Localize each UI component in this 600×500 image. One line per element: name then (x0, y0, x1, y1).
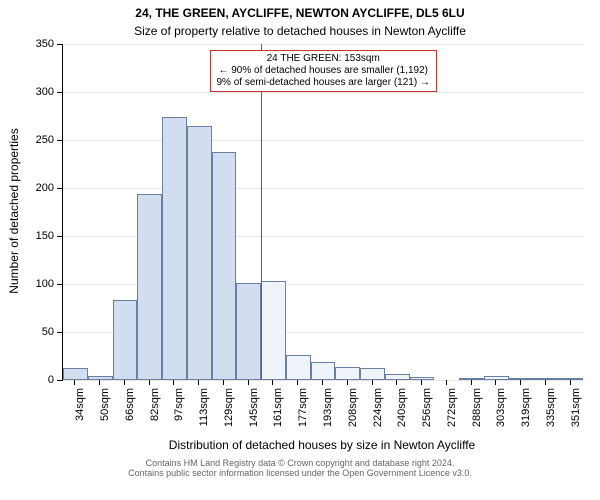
histogram-bar (137, 194, 162, 380)
y-axis-label: Number of detached properties (7, 43, 21, 379)
x-tick-mark (570, 380, 571, 385)
histogram-bar (558, 378, 583, 380)
x-tick-mark (248, 380, 249, 385)
y-grid-line (63, 44, 583, 45)
x-tick-mark (495, 380, 496, 385)
x-tick-mark (372, 380, 373, 385)
x-tick-label: 303sqm (495, 388, 507, 438)
x-tick-mark (272, 380, 273, 385)
x-tick-mark (421, 380, 422, 385)
y-tick-mark (57, 236, 62, 237)
annotation-line: ← 90% of detached houses are smaller (1,… (217, 65, 430, 77)
x-tick-label: 272sqm (446, 388, 458, 438)
x-tick-label: 240sqm (396, 388, 408, 438)
y-grid-line (63, 380, 583, 381)
x-tick-label: 66sqm (124, 388, 136, 438)
x-tick-label: 256sqm (421, 388, 433, 438)
histogram-bar (459, 378, 484, 380)
x-tick-label: 113sqm (198, 388, 210, 438)
reference-line (261, 44, 262, 380)
y-grid-line (63, 140, 583, 141)
footer-line-2: Contains public sector information licen… (0, 468, 600, 478)
histogram-bar (113, 300, 138, 380)
x-tick-label: 82sqm (149, 388, 161, 438)
x-tick-label: 161sqm (272, 388, 284, 438)
x-tick-mark (149, 380, 150, 385)
x-tick-mark (471, 380, 472, 385)
y-tick-mark (57, 332, 62, 333)
y-tick-mark (57, 284, 62, 285)
x-tick-label: 208sqm (347, 388, 359, 438)
x-tick-label: 129sqm (223, 388, 235, 438)
x-tick-label: 50sqm (99, 388, 111, 438)
x-tick-label: 177sqm (297, 388, 309, 438)
x-tick-mark (124, 380, 125, 385)
x-tick-mark (173, 380, 174, 385)
x-tick-label: 224sqm (372, 388, 384, 438)
histogram-bar (360, 368, 385, 380)
x-tick-mark (545, 380, 546, 385)
histogram-bar (212, 152, 237, 380)
x-tick-label: 288sqm (471, 388, 483, 438)
x-tick-mark (322, 380, 323, 385)
histogram-bar (286, 355, 311, 380)
x-tick-mark (347, 380, 348, 385)
page-subtitle: Size of property relative to detached ho… (0, 24, 600, 38)
y-tick-mark (57, 44, 62, 45)
x-tick-mark (396, 380, 397, 385)
chart-plot-area: 24 THE GREEN: 153sqm← 90% of detached ho… (62, 44, 583, 381)
x-tick-mark (198, 380, 199, 385)
y-tick-mark (57, 92, 62, 93)
x-tick-mark (99, 380, 100, 385)
x-axis-label: Distribution of detached houses by size … (62, 438, 582, 452)
y-tick-label: 150 (22, 230, 54, 242)
histogram-bar (63, 368, 88, 380)
footer-attribution: Contains HM Land Registry data © Crown c… (0, 458, 600, 479)
x-tick-label: 97sqm (173, 388, 185, 438)
y-tick-label: 0 (22, 374, 54, 386)
histogram-bar (311, 362, 336, 380)
x-tick-label: 145sqm (248, 388, 260, 438)
histogram-bar (187, 126, 212, 380)
histogram-bar (236, 283, 261, 380)
x-tick-label: 319sqm (520, 388, 532, 438)
y-tick-mark (57, 380, 62, 381)
footer-line-1: Contains HM Land Registry data © Crown c… (0, 458, 600, 468)
x-tick-mark (520, 380, 521, 385)
histogram-bar (335, 367, 360, 380)
histogram-bar (533, 378, 558, 380)
annotation-line: 9% of semi-detached houses are larger (1… (217, 77, 430, 89)
x-tick-mark (74, 380, 75, 385)
x-tick-label: 34sqm (74, 388, 86, 438)
x-tick-mark (223, 380, 224, 385)
x-tick-mark (297, 380, 298, 385)
y-tick-label: 300 (22, 86, 54, 98)
y-grid-line (63, 92, 583, 93)
histogram-bar (162, 117, 187, 380)
x-tick-label: 335sqm (545, 388, 557, 438)
annotation-box: 24 THE GREEN: 153sqm← 90% of detached ho… (210, 50, 437, 92)
y-tick-label: 200 (22, 182, 54, 194)
x-tick-label: 193sqm (322, 388, 334, 438)
y-tick-label: 350 (22, 38, 54, 50)
y-grid-line (63, 188, 583, 189)
y-tick-label: 100 (22, 278, 54, 290)
histogram-bar (261, 281, 286, 380)
x-tick-label: 351sqm (570, 388, 582, 438)
y-tick-mark (57, 188, 62, 189)
y-tick-mark (57, 140, 62, 141)
page-title-address: 24, THE GREEN, AYCLIFFE, NEWTON AYCLIFFE… (0, 6, 600, 20)
x-tick-mark (446, 380, 447, 385)
y-tick-label: 250 (22, 134, 54, 146)
annotation-line: 24 THE GREEN: 153sqm (217, 53, 430, 65)
y-tick-label: 50 (22, 326, 54, 338)
